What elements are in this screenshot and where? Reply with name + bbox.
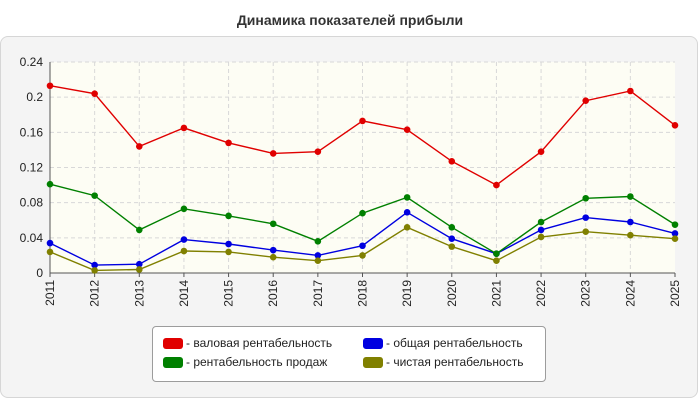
y-tick-label: 0.2 bbox=[26, 90, 43, 104]
chart-legend: - валовая рентабельность - общая рентабел… bbox=[152, 326, 546, 382]
data-point bbox=[537, 218, 545, 226]
legend-item: - общая рентабельность bbox=[363, 335, 523, 351]
legend-item: - валовая рентабельность bbox=[163, 335, 332, 351]
legend-label: - чистая рентабельность bbox=[386, 355, 524, 369]
data-point bbox=[493, 250, 500, 257]
x-tick-label: 2024 bbox=[623, 280, 637, 307]
data-point bbox=[403, 223, 411, 231]
data-point bbox=[225, 212, 232, 220]
legend-label: - рентабельность продаж bbox=[186, 355, 328, 369]
data-point bbox=[403, 194, 411, 201]
data-point bbox=[135, 143, 143, 150]
data-point bbox=[448, 158, 456, 165]
data-point bbox=[537, 148, 545, 155]
legend-swatch bbox=[163, 337, 183, 349]
x-tick-label: 2016 bbox=[266, 280, 280, 307]
x-tick-label: 2022 bbox=[534, 280, 548, 307]
data-point bbox=[269, 253, 277, 261]
data-point bbox=[135, 260, 143, 268]
x-tick-label: 2018 bbox=[356, 280, 370, 307]
data-point bbox=[448, 235, 456, 243]
data-point bbox=[314, 148, 322, 155]
data-point bbox=[359, 242, 366, 250]
data-point bbox=[359, 209, 366, 217]
data-point bbox=[671, 122, 679, 129]
data-point bbox=[582, 97, 590, 104]
data-point bbox=[403, 126, 411, 133]
data-point bbox=[225, 139, 232, 147]
data-point bbox=[269, 220, 277, 228]
data-point bbox=[359, 252, 366, 259]
data-point bbox=[269, 150, 277, 157]
data-point bbox=[627, 218, 634, 226]
y-tick-label: 0.24 bbox=[20, 55, 44, 69]
x-tick-label: 2021 bbox=[489, 280, 503, 307]
data-point bbox=[46, 239, 54, 247]
y-tick-label: 0.16 bbox=[20, 125, 44, 139]
x-tick-label: 2025 bbox=[668, 280, 682, 307]
data-point bbox=[537, 226, 545, 234]
data-point bbox=[225, 248, 232, 256]
data-point bbox=[671, 230, 679, 237]
y-tick-label: 0 bbox=[36, 266, 43, 280]
data-point bbox=[46, 180, 54, 188]
data-point bbox=[180, 247, 188, 255]
data-point bbox=[627, 87, 634, 95]
data-point bbox=[627, 193, 634, 200]
y-tick-label: 0.04 bbox=[20, 231, 44, 245]
data-point bbox=[582, 194, 590, 202]
legend-label: - валовая рентабельность bbox=[186, 336, 333, 350]
data-point bbox=[180, 124, 188, 132]
data-point bbox=[314, 252, 322, 259]
data-point bbox=[91, 90, 98, 97]
legend-item: - чистая рентабельность bbox=[363, 354, 523, 370]
y-tick-label: 0.12 bbox=[20, 161, 44, 175]
data-point bbox=[314, 238, 322, 245]
legend-item: - рентабельность продаж bbox=[163, 354, 327, 370]
legend-swatch bbox=[363, 356, 383, 368]
data-point bbox=[91, 261, 98, 269]
data-point bbox=[448, 243, 456, 250]
data-point bbox=[582, 228, 590, 235]
data-point bbox=[180, 205, 188, 213]
data-point bbox=[493, 181, 500, 189]
x-tick-label: 2017 bbox=[311, 280, 325, 307]
x-tick-label: 2019 bbox=[400, 280, 414, 307]
x-tick-label: 2011 bbox=[43, 280, 57, 306]
data-point bbox=[91, 267, 98, 274]
chart-title: Динамика показателей прибыли bbox=[236, 12, 464, 28]
data-point bbox=[627, 231, 634, 239]
data-point bbox=[448, 223, 456, 231]
legend-swatch bbox=[163, 356, 183, 368]
x-tick-label: 2020 bbox=[445, 280, 459, 307]
data-point bbox=[314, 257, 322, 264]
data-point bbox=[180, 236, 188, 243]
data-point bbox=[582, 214, 590, 221]
data-point bbox=[135, 266, 143, 273]
data-point bbox=[403, 209, 411, 216]
data-point bbox=[359, 117, 366, 125]
data-point bbox=[225, 240, 232, 248]
y-tick-label: 0.08 bbox=[20, 196, 44, 210]
data-point bbox=[537, 233, 545, 241]
data-point bbox=[135, 226, 143, 234]
data-point bbox=[671, 221, 679, 228]
x-tick-label: 2023 bbox=[579, 280, 593, 307]
x-tick-label: 2013 bbox=[132, 280, 146, 307]
x-tick-label: 2012 bbox=[88, 280, 102, 307]
legend-swatch bbox=[363, 337, 383, 349]
legend-label: - общая рентабельность bbox=[386, 336, 523, 350]
x-tick-label: 2014 bbox=[177, 280, 191, 307]
data-point bbox=[46, 82, 54, 90]
data-point bbox=[91, 192, 98, 199]
data-point bbox=[493, 257, 500, 264]
x-tick-label: 2015 bbox=[222, 280, 236, 307]
data-point bbox=[671, 235, 679, 243]
data-point bbox=[46, 248, 54, 256]
data-point bbox=[269, 246, 277, 254]
